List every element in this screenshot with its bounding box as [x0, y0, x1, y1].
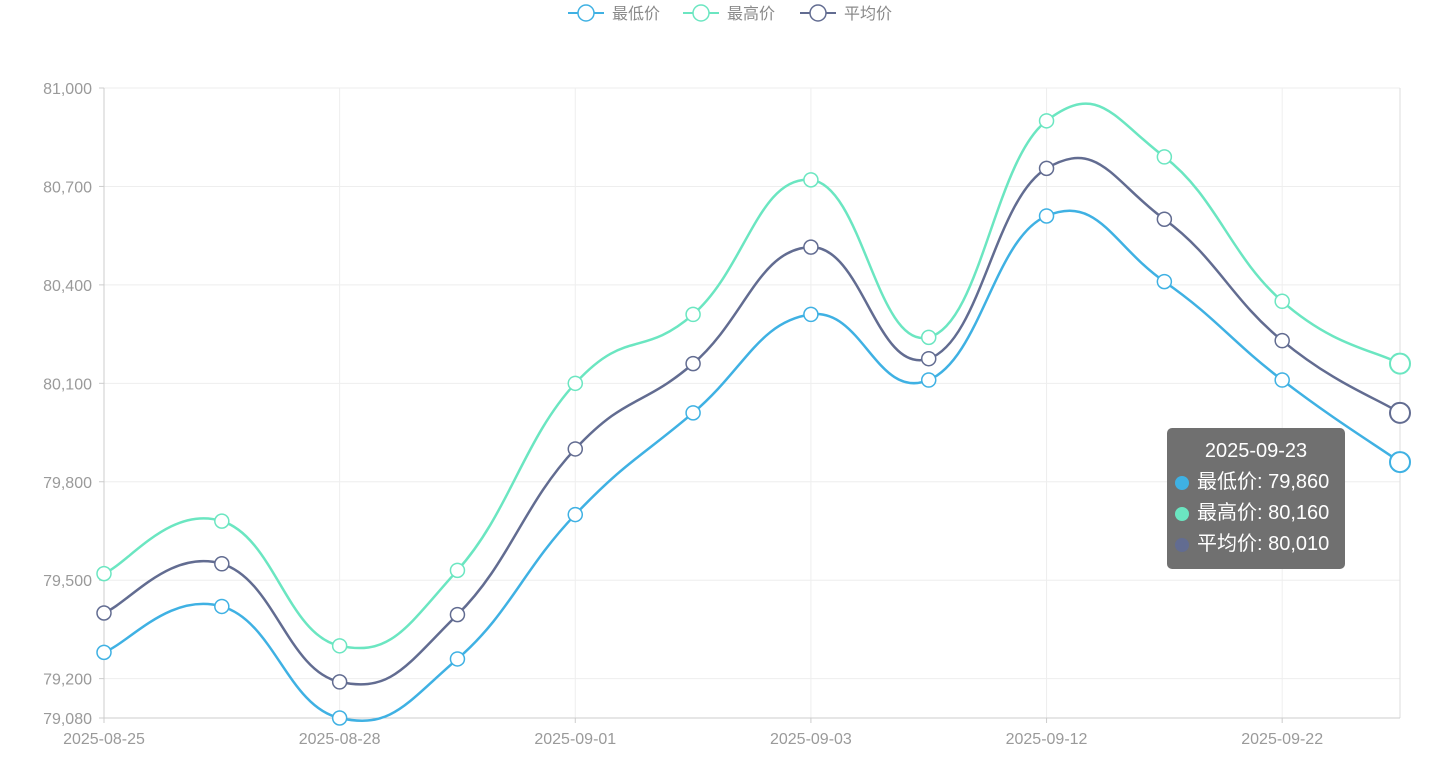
data-point[interactable] [920, 329, 937, 346]
legend: 最低价 最高价 平均价 [568, 4, 892, 23]
grid-lines [103, 87, 1401, 719]
legend-label: 最高价 [727, 5, 775, 23]
data-point[interactable] [803, 239, 819, 255]
y-tick-label: 80,100 [43, 376, 92, 393]
data-point[interactable] [803, 172, 819, 188]
data-point[interactable] [214, 556, 230, 572]
data-point[interactable] [803, 306, 819, 323]
y-tick-label: 80,400 [43, 278, 92, 295]
data-point[interactable] [567, 375, 584, 392]
series-line-2 [103, 156, 1401, 686]
x-tick-label: 2025-09-12 [1006, 731, 1088, 748]
data-point[interactable] [685, 405, 701, 421]
x-tick-label: 2025-09-01 [534, 731, 616, 748]
data-point[interactable] [449, 606, 466, 623]
x-tick-label: 2025-09-22 [1241, 731, 1323, 748]
data-point[interactable] [1038, 160, 1055, 177]
data-point[interactable] [449, 651, 466, 667]
legend-label: 平均价 [844, 5, 892, 23]
tooltip-dot-low [1175, 475, 1189, 490]
tooltip-row-low: 最低价: 79,860 [1175, 467, 1337, 498]
data-point[interactable] [1038, 113, 1055, 129]
x-tick-label: 2025-08-28 [299, 731, 381, 748]
y-axis-ticks: 79,080 79,200 79,500 79,800 80,100 80,400 80,7… [43, 81, 92, 728]
data-point[interactable] [449, 562, 466, 579]
y-tick-label: 79,500 [43, 573, 92, 590]
data-point[interactable] [1389, 401, 1411, 424]
data-point[interactable] [331, 638, 348, 654]
x-axis-ticks: 2025-08-25 2025-08-28 2025-09-01 2025-09-03… [63, 731, 1323, 748]
tooltip-dot-high [1175, 506, 1189, 521]
data-point[interactable] [1274, 332, 1290, 349]
axes [99, 87, 1400, 723]
data-point[interactable] [1274, 372, 1290, 388]
data-point[interactable] [685, 355, 701, 372]
tooltip-label-high: 最高价: 80,160 [1197, 502, 1330, 524]
legend-item-2[interactable]: 平均价 [800, 4, 892, 23]
tooltip: 2025-09-23 最低价: 79,860 最高价: 80,160 平均价: … [1167, 428, 1345, 569]
data-point[interactable] [1156, 211, 1173, 227]
y-tick-label: 79,800 [43, 475, 92, 492]
data-point[interactable] [685, 306, 701, 323]
legend-marker [692, 4, 710, 22]
data-point[interactable] [567, 441, 584, 457]
tooltip-label-low: 最低价: 79,860 [1197, 471, 1330, 493]
legend-marker [577, 4, 595, 22]
x-tick-label: 2025-08-25 [63, 731, 145, 748]
legend-label: 最低价 [612, 5, 660, 23]
data-point[interactable] [96, 605, 112, 621]
tooltip-row-high: 最高价: 80,160 [1175, 498, 1337, 529]
y-tick-label: 79,080 [43, 711, 92, 728]
y-tick-label: 79,200 [43, 672, 92, 689]
tooltip-row-avg: 平均价: 80,010 [1175, 529, 1337, 560]
data-point[interactable] [331, 674, 348, 690]
legend-item-1[interactable]: 最高价 [683, 4, 775, 23]
data-point[interactable] [1274, 293, 1290, 310]
data-point[interactable] [1156, 273, 1173, 290]
tooltip-dot-avg [1175, 537, 1189, 552]
data-point[interactable] [1156, 149, 1173, 165]
data-point[interactable] [214, 513, 230, 529]
tooltip-title: 2025-09-23 [1204, 440, 1308, 462]
tooltip-label-avg: 平均价: 80,010 [1197, 533, 1330, 555]
data-point[interactable] [1389, 352, 1411, 375]
data-point[interactable] [567, 506, 584, 523]
legend-item-0[interactable]: 最低价 [568, 4, 660, 23]
data-point[interactable] [1038, 208, 1055, 224]
y-tick-label: 80,700 [43, 179, 92, 196]
series-points [96, 113, 1411, 726]
data-point[interactable] [331, 710, 348, 726]
y-tick-label: 81,000 [43, 81, 92, 98]
data-point[interactable] [920, 350, 937, 367]
legend-marker [809, 4, 827, 22]
data-point[interactable] [920, 372, 937, 388]
data-point[interactable] [1389, 451, 1411, 474]
x-tick-label: 2025-09-03 [770, 731, 852, 748]
data-point[interactable] [214, 598, 230, 615]
data-point[interactable] [96, 644, 112, 661]
data-point[interactable] [96, 565, 112, 582]
series-lines [103, 102, 1401, 722]
